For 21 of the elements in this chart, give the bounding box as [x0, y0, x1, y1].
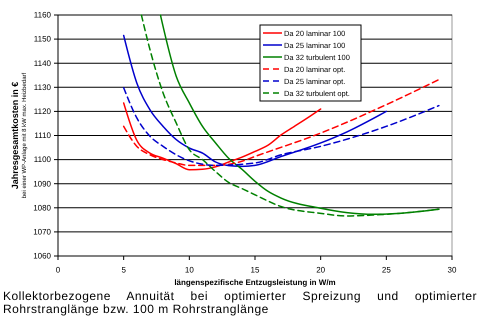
x-tick-label: 0: [56, 266, 61, 275]
x-tick-label: 30: [448, 266, 457, 275]
x-tick-label: 5: [121, 266, 126, 275]
y-tick-label: 1130: [34, 82, 52, 92]
y-tick-label: 1150: [34, 34, 52, 44]
y-tick-label: 1100: [34, 155, 52, 164]
y-tick-label: 1090: [33, 179, 52, 188]
y-tick-label: 1080: [33, 203, 52, 212]
x-tick-label: 10: [184, 266, 194, 275]
y-tick-label: 1070: [33, 227, 52, 236]
y-tick-label: 1160: [34, 10, 52, 20]
x-tick-label: 25: [382, 266, 392, 275]
y-tick-label: 1060: [33, 252, 52, 261]
x-tick-label: 15: [250, 266, 260, 275]
text: Kollektorbezogene Annuität bei optimierter Spreizung und optimierter Rohrstranglänge bzw. 100 m Rohrstranglänge: [3, 289, 477, 316]
x-tick-label: 20: [316, 266, 326, 275]
y-axis-title: Jahresgesamtkosten in € bei einer WP-Anlage mit 8 kW max. Heizbedarf: [10, 72, 28, 198]
y-tick-label: 1110: [34, 131, 52, 140]
x-axis-title: längenspezifische Entzugsleistung in W/m: [174, 278, 336, 287]
y-tick-label: 1120: [34, 106, 52, 116]
y-tick-label: 1140: [34, 58, 52, 68]
